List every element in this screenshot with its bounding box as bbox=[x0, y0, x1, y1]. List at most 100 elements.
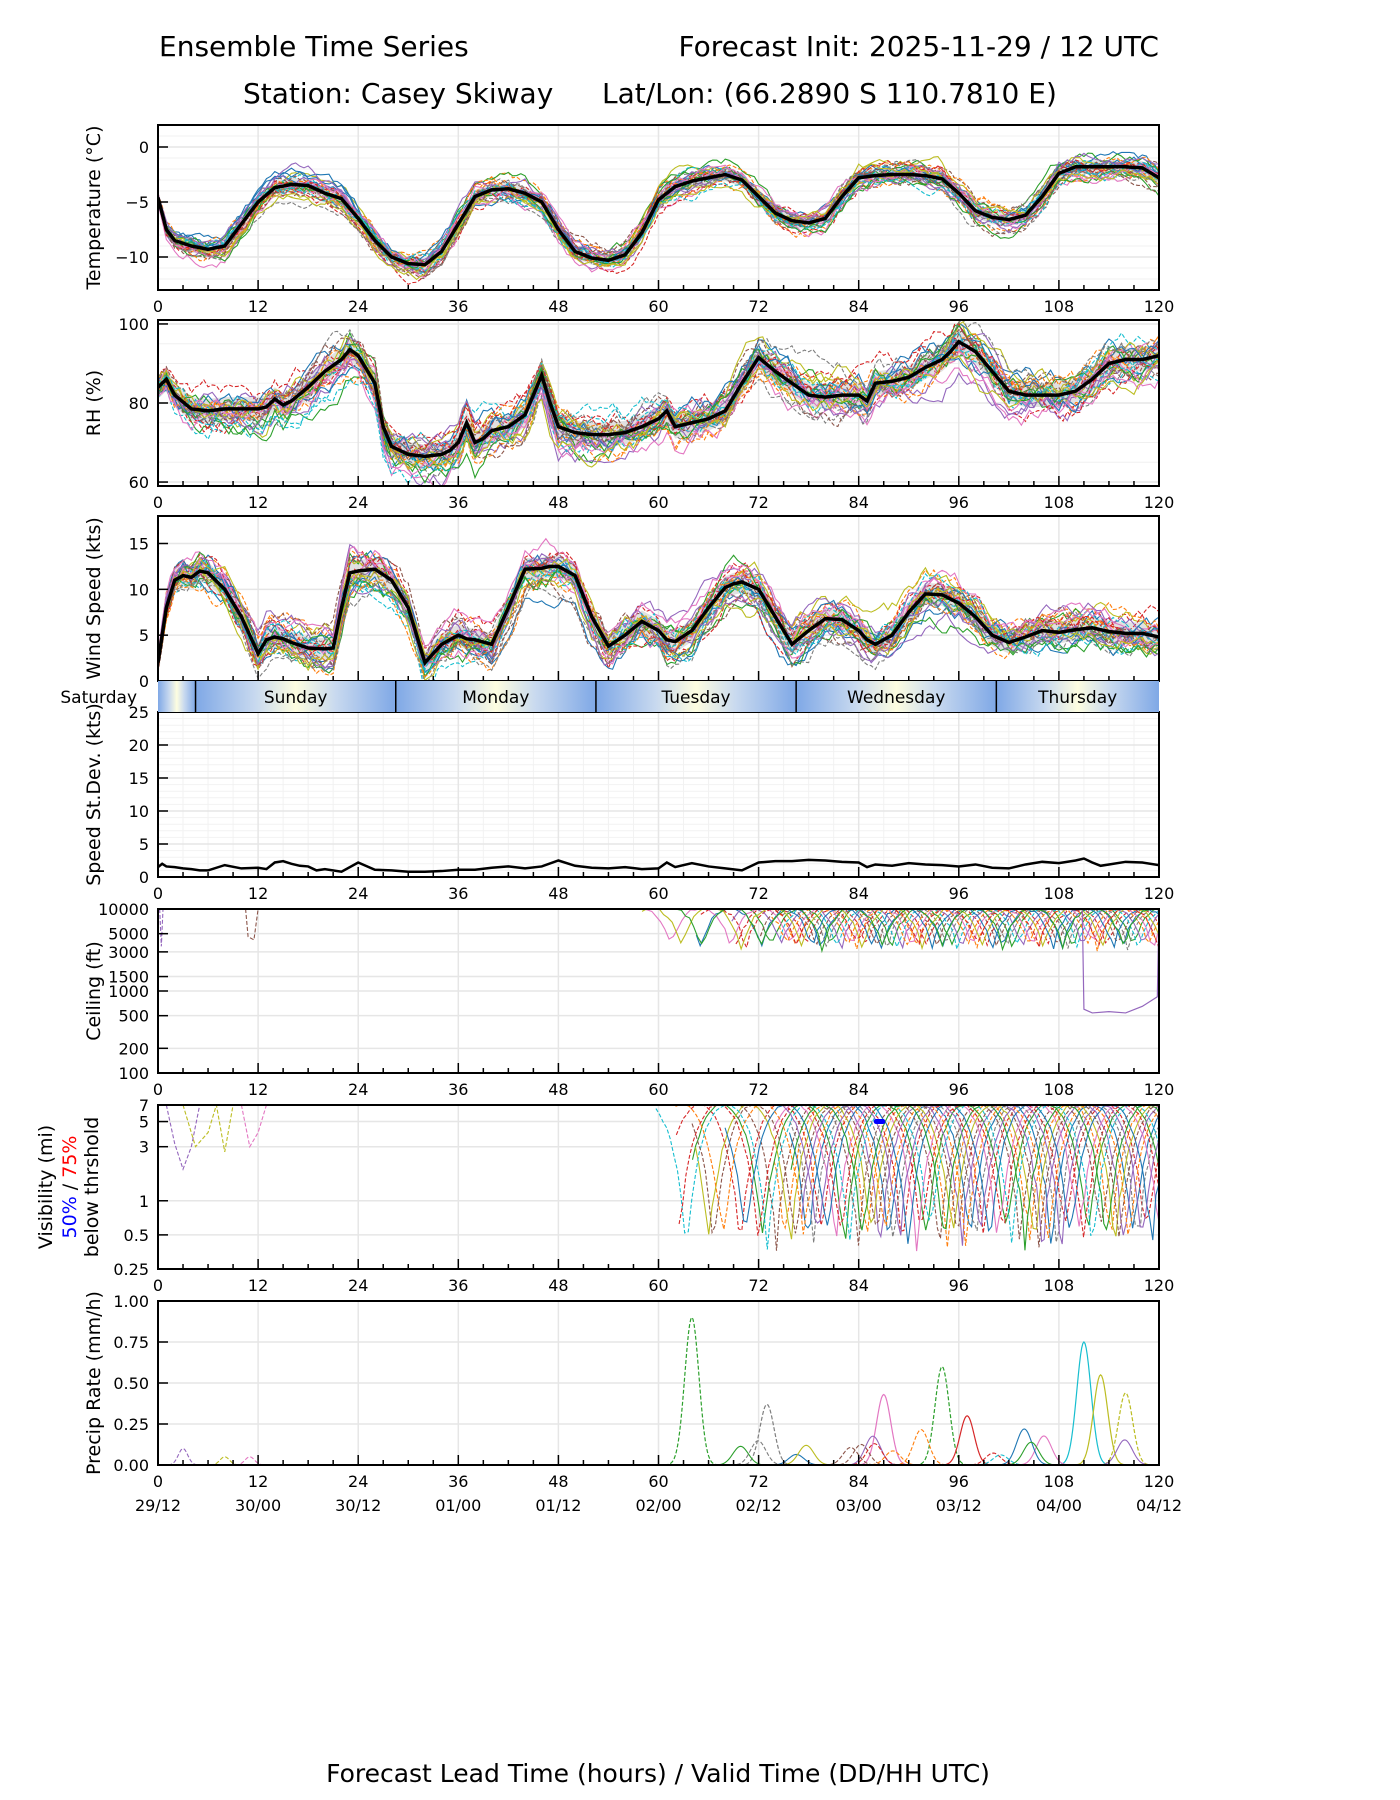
precip-member-line bbox=[908, 1365, 976, 1465]
x-tick-label: 36 bbox=[448, 297, 468, 316]
y-tick-label: 10 bbox=[129, 802, 149, 821]
y-axis-label: Precip Rate (mm/h) bbox=[83, 1291, 105, 1475]
x-tick-label: 12 bbox=[248, 1472, 268, 1491]
x-tick-label: 12 bbox=[248, 1276, 268, 1295]
day-segment bbox=[996, 681, 1159, 712]
ensemble-member-line bbox=[158, 561, 1159, 662]
x-tick-label: 84 bbox=[849, 493, 869, 512]
day-label: Saturday bbox=[60, 688, 137, 708]
precip-member-line bbox=[733, 1403, 801, 1465]
x-tick-label: 12 bbox=[248, 1080, 268, 1099]
x-tick-label: 24 bbox=[348, 884, 368, 903]
series-group bbox=[165, 1105, 1159, 1252]
ensemble-member-line bbox=[158, 551, 1159, 671]
ceiling-member-line bbox=[641, 909, 1159, 951]
x-tick-label: 24 bbox=[348, 297, 368, 316]
ceiling-member-line bbox=[700, 909, 1159, 949]
y-tick-label: 5 bbox=[139, 835, 149, 854]
valid-time-label: 01/00 bbox=[435, 1496, 481, 1515]
x-tick-label: 84 bbox=[849, 297, 869, 316]
visibility-member-line bbox=[724, 1105, 1159, 1244]
precip-member-line bbox=[658, 1316, 726, 1465]
x-tick-label: 24 bbox=[348, 493, 368, 512]
x-tick-label: 84 bbox=[849, 1080, 869, 1099]
ensemble-member-line bbox=[158, 333, 1159, 469]
x-tick-label: 48 bbox=[548, 884, 568, 903]
ceiling-member-line bbox=[759, 909, 1159, 948]
x-tick-label: 96 bbox=[949, 1080, 969, 1099]
ensemble-member-line bbox=[158, 575, 1159, 681]
x-tick-label: 48 bbox=[548, 1080, 568, 1099]
ceiling-member-line bbox=[738, 909, 1159, 948]
x-tick-label: 0 bbox=[153, 1472, 163, 1491]
series-group bbox=[158, 537, 1159, 681]
ensemble-member-line bbox=[158, 345, 1159, 469]
day-segment bbox=[195, 681, 396, 712]
precip-member-line bbox=[990, 1428, 1058, 1465]
y-axis-label: below thrshold bbox=[81, 1117, 103, 1257]
valid-time-label: 01/12 bbox=[535, 1496, 581, 1515]
ensemble-member-line bbox=[158, 337, 1159, 457]
x-tick-label: 72 bbox=[748, 297, 768, 316]
y-tick-label: 0.25 bbox=[113, 1415, 149, 1434]
y-tick-label: 0.50 bbox=[113, 1374, 149, 1393]
visibility-member-line bbox=[772, 1105, 1159, 1252]
x-tick-label: 96 bbox=[949, 493, 969, 512]
x-tick-label: 60 bbox=[648, 1472, 668, 1491]
ensemble-member-line bbox=[158, 552, 1159, 662]
y-tick-label: 100 bbox=[118, 315, 149, 334]
y-axis-label: Visibility (mi) bbox=[35, 1125, 57, 1249]
ensemble-member-line bbox=[158, 353, 1159, 477]
valid-time-label: 02/00 bbox=[635, 1496, 681, 1515]
x-tick-label: 0 bbox=[153, 1080, 163, 1099]
y-axis-label-thresholds: 50% / 75% bbox=[59, 1136, 81, 1239]
x-tick-label: 24 bbox=[348, 1276, 368, 1295]
valid-time-label: 30/00 bbox=[235, 1496, 281, 1515]
x-tick-label: 48 bbox=[548, 1276, 568, 1295]
x-tick-label: 12 bbox=[248, 297, 268, 316]
x-tick-label: 120 bbox=[1144, 1276, 1175, 1295]
day-label: Sunday bbox=[264, 688, 328, 708]
y-tick-label: 3 bbox=[139, 1138, 149, 1157]
x-tick-label: 48 bbox=[548, 493, 568, 512]
series-group bbox=[158, 150, 1159, 286]
y-tick-label: −10 bbox=[115, 248, 149, 267]
x-tick-label: 36 bbox=[448, 884, 468, 903]
x-tick-label: 60 bbox=[648, 1080, 668, 1099]
valid-time-label: 03/12 bbox=[936, 1496, 982, 1515]
x-tick-label: 96 bbox=[949, 297, 969, 316]
y-tick-label: 20 bbox=[129, 736, 149, 755]
y-tick-label: 500 bbox=[118, 1007, 149, 1026]
x-tick-label: 12 bbox=[248, 493, 268, 512]
y-tick-label: 0 bbox=[139, 138, 149, 157]
ceiling-member-line bbox=[771, 909, 1159, 946]
x-tick-label: 24 bbox=[348, 1472, 368, 1491]
precip-member-line bbox=[707, 1445, 774, 1465]
y-tick-label: 5 bbox=[139, 626, 149, 645]
y-axis-label: Speed St.Dev. (kts) bbox=[83, 703, 105, 886]
day-label: Tuesday bbox=[660, 688, 730, 708]
y-tick-label: 1000 bbox=[108, 982, 149, 1001]
y-tick-label: 0 bbox=[139, 672, 149, 691]
ceiling-member-line bbox=[1081, 909, 1159, 1014]
panel-speed_stdev: 0 5 10 15 20 25 0 12 24 36 48 60 72 84 96 108 120 Speed S… bbox=[83, 703, 1174, 903]
y-tick-label: 1 bbox=[139, 1192, 149, 1211]
y-tick-label: 10000 bbox=[98, 900, 149, 919]
precip-member-line bbox=[933, 1415, 1001, 1465]
precip-member-line bbox=[859, 1450, 927, 1465]
x-tick-label: 96 bbox=[949, 1276, 969, 1295]
x-tick-label: 0 bbox=[153, 493, 163, 512]
ensemble-member-line bbox=[158, 343, 1159, 473]
visibility-member-line bbox=[734, 1105, 1159, 1251]
y-tick-label: 0.25 bbox=[113, 1260, 149, 1279]
ceiling-member-line bbox=[159, 909, 164, 947]
x-tick-label: 48 bbox=[548, 297, 568, 316]
ceiling-member-line bbox=[775, 909, 1159, 951]
visibility-member-line bbox=[675, 1105, 1159, 1234]
title-right: Forecast Init: 2025-11-29 / 12 UTC bbox=[678, 30, 1159, 63]
x-tick-label: 96 bbox=[949, 1472, 969, 1491]
y-tick-label: 0.5 bbox=[124, 1226, 149, 1245]
x-tick-label: 120 bbox=[1144, 1472, 1175, 1491]
